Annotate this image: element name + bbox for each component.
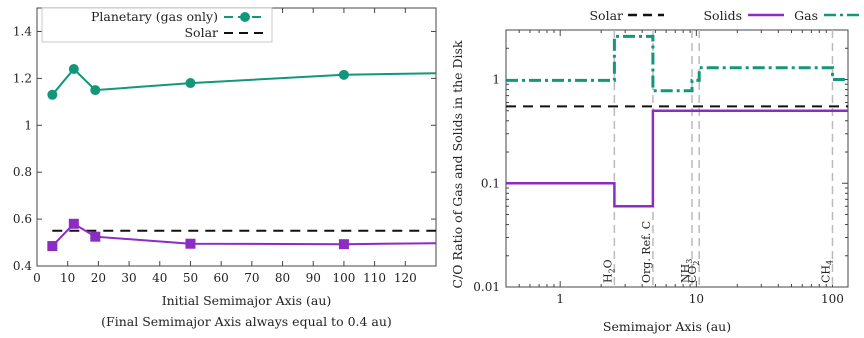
left-x-tick-label: 50	[183, 271, 198, 285]
left-point-circle	[47, 89, 58, 100]
right-plot-frame	[505, 29, 849, 288]
left-x-tick-label: 10	[60, 271, 75, 285]
left-y-tick-label: 0.6	[13, 212, 32, 226]
right-x-tick-label: 100	[821, 292, 844, 306]
snowline-label: NH3	[679, 259, 694, 283]
left-y-tick-label: 1.2	[13, 71, 32, 85]
right-y-tick-label: 1	[492, 73, 500, 87]
left-legend: Planetary (gas only)Solar	[41, 7, 273, 43]
left-plot-frame	[36, 7, 437, 267]
left-point-square	[68, 218, 79, 229]
left-legend-box	[41, 7, 273, 43]
left-x-tick-label: 110	[363, 271, 386, 285]
left-point-circle	[68, 63, 79, 74]
left-point-circle	[338, 69, 349, 80]
left-point-circle	[90, 85, 101, 96]
snowline-label: CO2	[686, 260, 701, 283]
right-y-tick-label: 0.01	[473, 280, 500, 294]
left-chart: 0 10 20 30 40 50 60 70 80 90 100 110 120 0.4 0.6 0.8 1 1.…	[13, 7, 437, 329]
snowline-label: CH4	[819, 260, 834, 283]
left-y-tick-label: 1	[24, 118, 32, 132]
right-x-tick-label: 10	[689, 292, 704, 306]
right-legend-label-0: Solar	[589, 8, 623, 23]
right-legend: Solar Solids Gas	[589, 8, 860, 23]
snowline-label: Org. Ref. C	[640, 221, 653, 283]
right-series-line-2	[506, 34, 848, 93]
right-y-tick-label: 0.1	[481, 176, 500, 190]
left-legend-marker-planetary	[240, 12, 250, 22]
snowline-label: H2O	[601, 259, 616, 283]
left-x-tick-label: 120	[394, 271, 417, 285]
left-series-line-0	[51, 67, 437, 96]
left-x-tick-label: 70	[244, 271, 259, 285]
left-series-line-2	[51, 222, 437, 247]
left-x-tick-label: 0	[33, 271, 41, 285]
left-legend-label-solar: Solar	[184, 25, 218, 40]
left-y-tick-label: 0.4	[13, 259, 32, 273]
left-x-tick-label: 30	[121, 271, 136, 285]
left-x-tick-label: 40	[152, 271, 167, 285]
left-x-tick-label: 20	[91, 271, 106, 285]
left-x-tick-label: 90	[306, 271, 321, 285]
left-x-tick-label: 100	[332, 271, 355, 285]
left-x-axis-sublabel: (Final Semimajor Axis always equal to 0.…	[101, 314, 392, 329]
right-legend-label-2: Gas	[794, 8, 818, 23]
right-y-axis-label: C/O Ratio of Gas and Solids in the Disk	[450, 40, 465, 288]
left-point-square	[90, 231, 101, 242]
right-x-tick-label: 1	[556, 292, 564, 306]
left-point-square	[338, 239, 349, 250]
left-x-tick-label: 80	[275, 271, 290, 285]
left-y-tick-label: 0.8	[13, 165, 32, 179]
left-point-square	[185, 238, 196, 249]
left-x-axis-label: Initial Semimajor Axis (au)	[162, 293, 332, 308]
right-legend-label-1: Solids	[703, 8, 742, 23]
left-y-tick-label: 1.4	[13, 24, 32, 38]
left-x-tick-label: 60	[214, 271, 229, 285]
left-point-circle	[185, 78, 196, 89]
left-point-square	[47, 241, 58, 252]
left-legend-label-planetary: Planetary (gas only)	[91, 9, 218, 24]
right-series-line-1	[506, 109, 848, 208]
right-x-axis-label: Semimajor Axis (au)	[603, 319, 731, 334]
